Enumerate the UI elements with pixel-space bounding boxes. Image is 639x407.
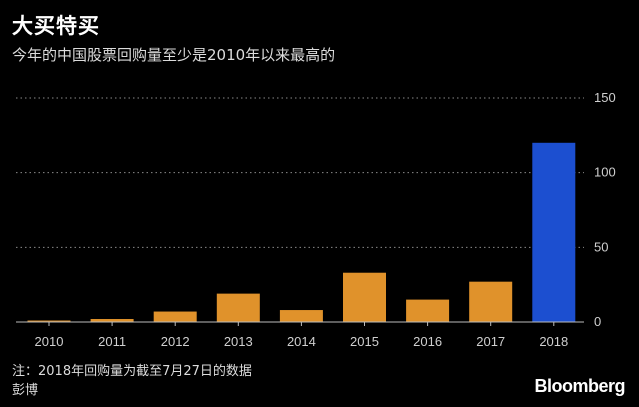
chart-title: 大买特买 (12, 14, 100, 38)
bar-2013 (216, 293, 260, 322)
x-tick-label: 2016 (413, 334, 442, 349)
bar-2010 (27, 320, 71, 322)
bar-2015 (343, 272, 386, 322)
bar-2017 (469, 281, 513, 322)
chart-subtitle: 今年的中国股票回购量至少是2010年以来最高的 (12, 46, 336, 64)
bar-2011 (90, 319, 134, 322)
x-tick-label: 2013 (224, 334, 253, 349)
bar-2012 (153, 311, 197, 322)
y-tick-label: 150 (594, 90, 616, 105)
x-tick-label: 2011 (98, 334, 126, 349)
x-tick-label: 2018 (539, 334, 568, 349)
gridlines (16, 97, 584, 248)
y-tick-label: 50 (594, 239, 608, 254)
footnote: 注：2018年回购量为截至7月27日的数据 (12, 364, 252, 379)
y-tick-label: 0 (594, 314, 601, 329)
x-tick-label: 2017 (476, 334, 505, 349)
bloomberg-logo: Bloomberg (534, 376, 625, 396)
y-axis-ticks: 0 50 100 150 (594, 90, 616, 329)
bar-2016 (406, 299, 450, 322)
x-tick-label: 2010 (35, 334, 64, 349)
x-tick-label: 2012 (161, 334, 190, 349)
bar-2018 (532, 142, 576, 322)
x-tick-label: 2014 (287, 334, 316, 349)
bar-2014 (279, 310, 323, 322)
y-tick-label: 100 (594, 165, 616, 180)
x-axis-ticks: 2010 2011 2012 2013 2014 2015 2016 2017 2018 (35, 322, 568, 349)
source-label: 彭博 (12, 383, 39, 398)
x-tick-label: 2015 (350, 334, 379, 349)
bars (27, 142, 576, 322)
